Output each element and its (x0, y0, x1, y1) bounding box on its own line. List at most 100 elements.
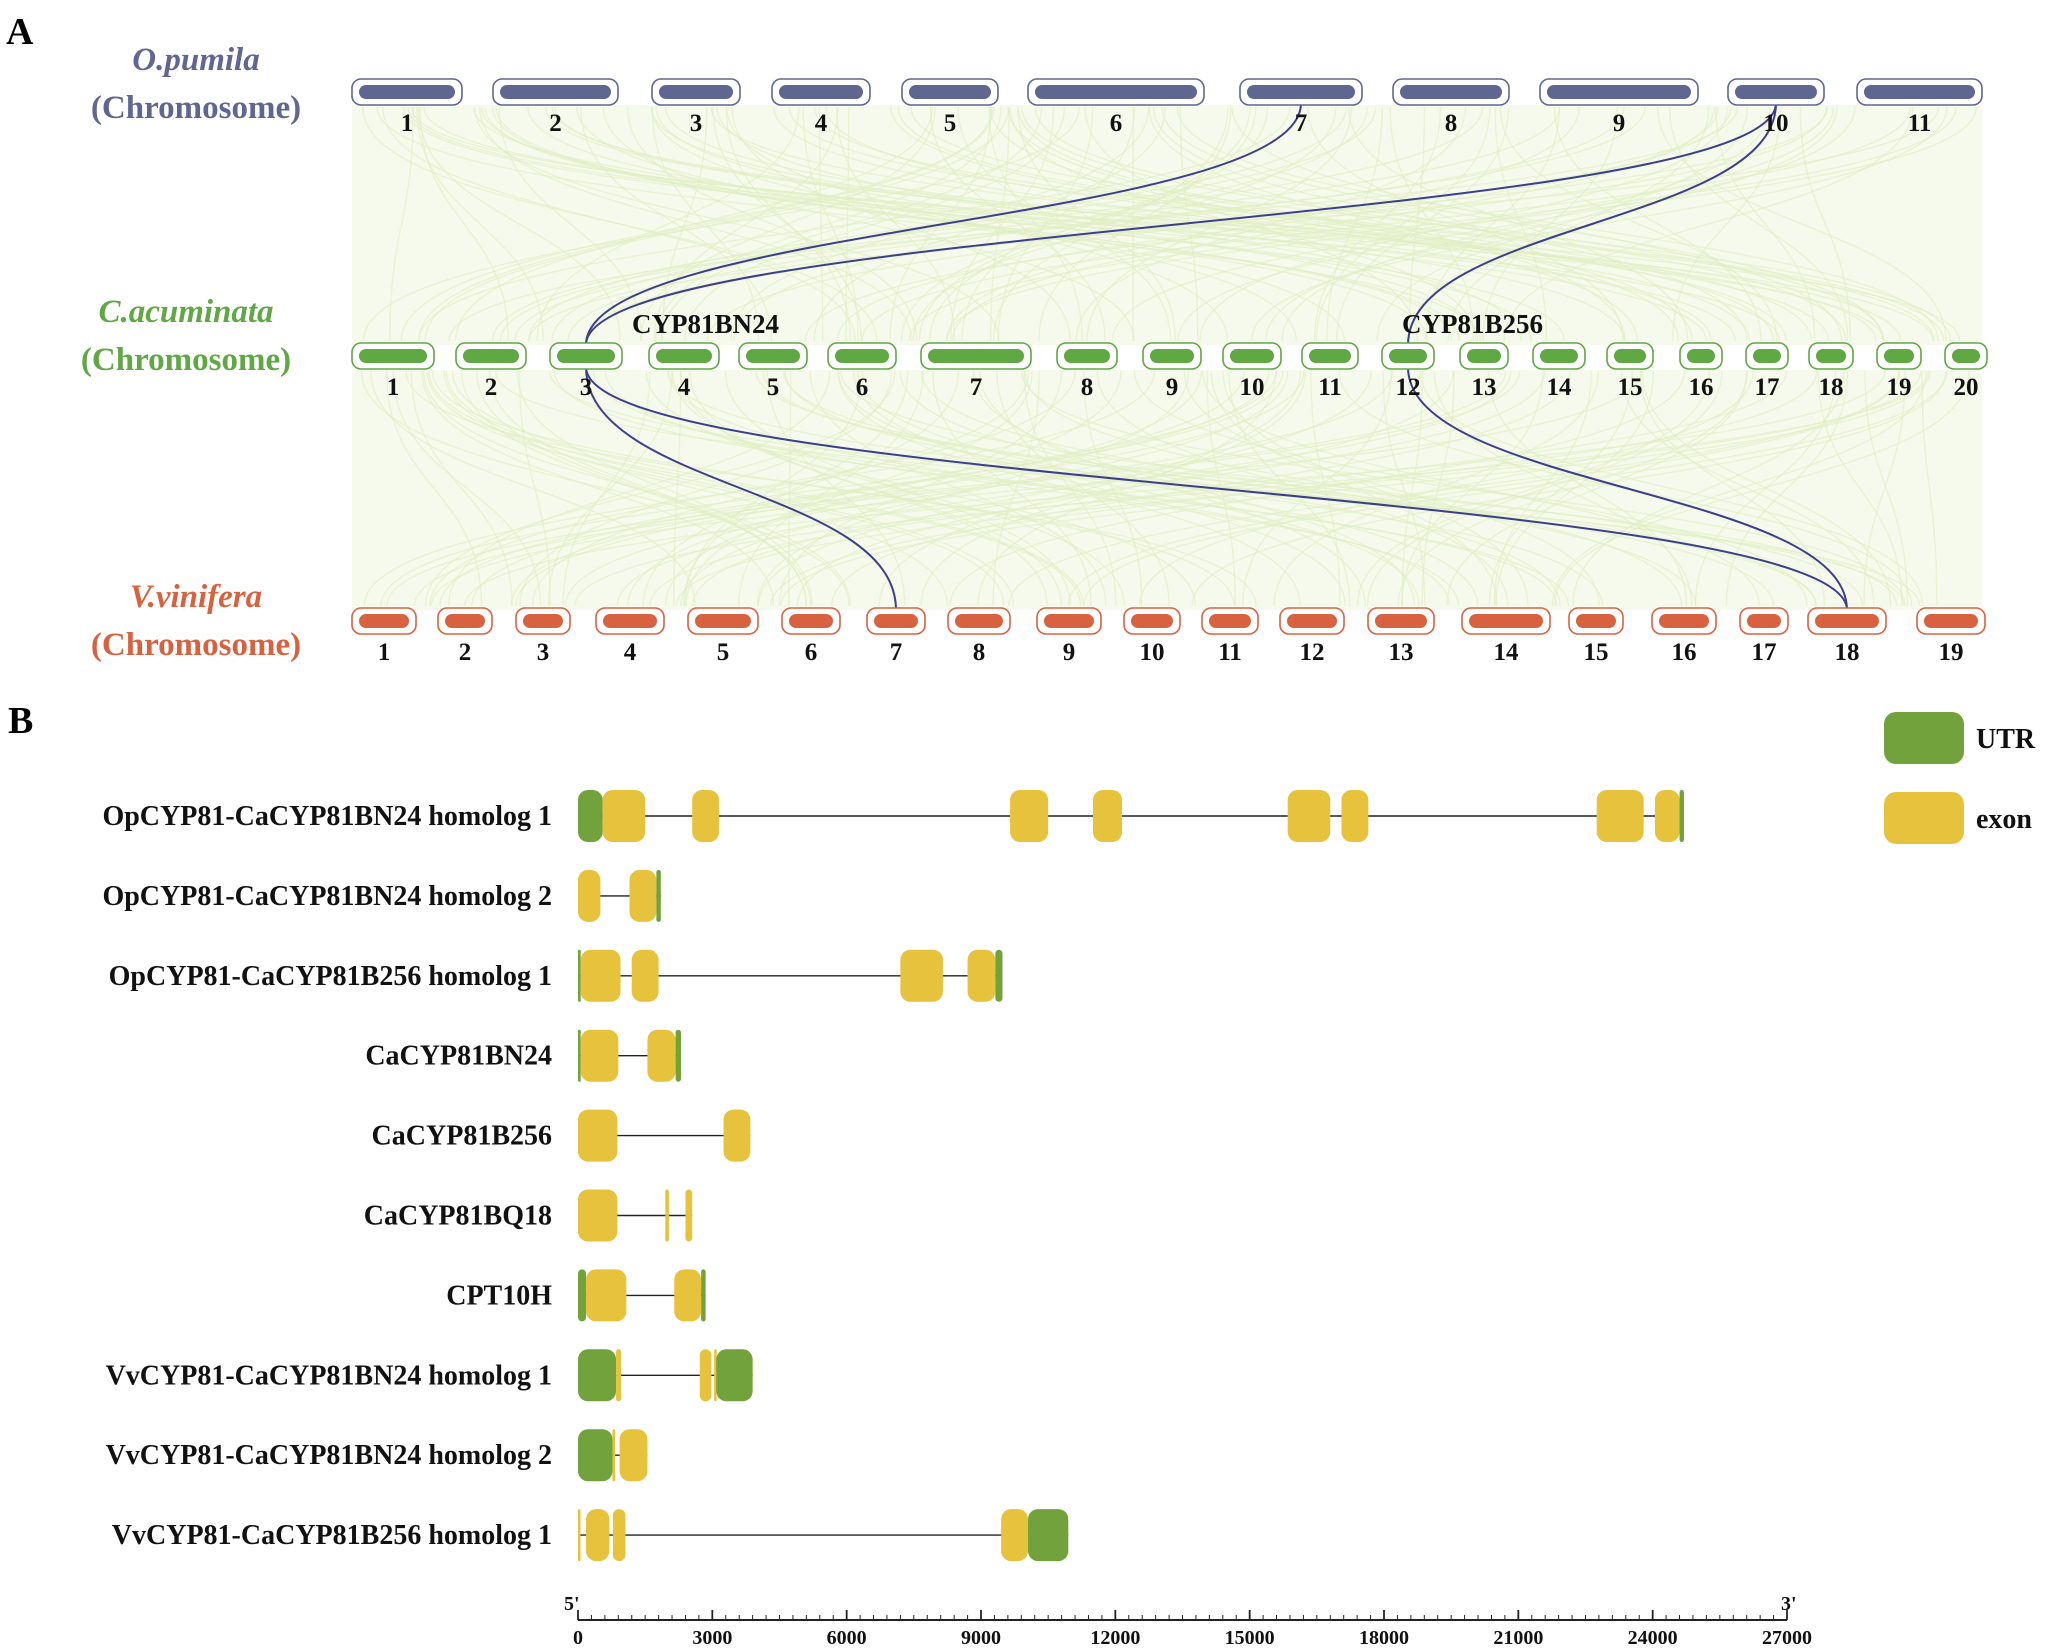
background-link (518, 370, 551, 607)
background-link (1639, 370, 1826, 607)
background-link (716, 106, 1522, 342)
background-link (1242, 370, 1393, 607)
background-link (417, 106, 621, 342)
chromosome-number: 1 (401, 110, 414, 137)
chromosome-body (359, 614, 409, 628)
background-link (515, 370, 1305, 607)
utr-block (675, 1029, 681, 1082)
background-link (1021, 370, 1906, 607)
chromosome-vv-5: 5 (687, 607, 759, 666)
chromosome-number: 4 (678, 374, 691, 401)
exon-block (692, 790, 720, 842)
chromosome-op-4: 4 (771, 78, 871, 137)
background-link (1273, 370, 1600, 607)
gene-name: OpCYP81-CaCYP81BN24 homolog 2 (102, 881, 552, 912)
axis-end-label: 3' (1781, 1593, 1797, 1615)
utr-block (1679, 790, 1685, 842)
chromosome-body (1400, 85, 1502, 99)
exon-block (1001, 1509, 1029, 1562)
background-link (650, 106, 1626, 342)
utr-block (578, 949, 581, 1002)
chromosome-ca-7: 7 (920, 342, 1032, 401)
background-link (418, 106, 1291, 342)
background-link (878, 370, 1302, 607)
background-link (897, 106, 1813, 342)
chromosome-vv-16: 16 (1651, 607, 1717, 666)
exon-block (900, 949, 943, 1002)
background-link (1376, 106, 1749, 342)
background-link (1083, 370, 1947, 607)
chromosome-vv-2: 2 (437, 607, 493, 666)
background-link (544, 106, 1902, 342)
background-link (1401, 370, 1424, 607)
gene-name: VvCYP81-CaCYP81BN24 homolog 1 (106, 1360, 552, 1391)
chromosome-body (1035, 85, 1197, 99)
chromosome-body (928, 349, 1024, 363)
chromosome-ca-17: 17 (1745, 342, 1789, 401)
background-link (899, 370, 1561, 607)
gene-name: CaCYP81BN24 (365, 1041, 552, 1072)
chromosome-body (1467, 349, 1501, 363)
axis-tick-label: 9000 (961, 1627, 1001, 1649)
chromosome-ca-20: 20 (1944, 342, 1988, 401)
background-link (424, 106, 1010, 342)
exon-block (665, 1189, 669, 1242)
gene-row: CaCYP81BN24 (365, 1029, 681, 1082)
exon-block (580, 949, 621, 1002)
background-link (912, 106, 1337, 342)
chromosome-body (1952, 349, 1980, 363)
chromosome-body (1735, 85, 1817, 99)
utr-block (1028, 1509, 1069, 1562)
gene-name: VvCYP81-CaCYP81B256 homolog 1 (112, 1520, 552, 1551)
background-link (403, 106, 1708, 342)
background-link (602, 106, 1135, 342)
chromosome-tracks: 1 2 3 4 5 6 7 8 9 10 111 2 3 4 5 6 7 8 9 10 11 12 13 14 15 16 17 18… (351, 78, 1988, 666)
chromosome-body (1540, 349, 1578, 363)
chromosome-number: 10 (1140, 639, 1165, 666)
background-link (405, 370, 1257, 607)
chromosome-body (500, 85, 611, 99)
axis-start-label: 5' (564, 1593, 580, 1615)
axis-tick-label: 21000 (1493, 1627, 1543, 1649)
background-link (689, 370, 1048, 607)
gene-collinear-links (585, 102, 1848, 611)
background-link (562, 370, 651, 607)
chromosome-vv-7: 7 (866, 607, 926, 666)
collinear-link (585, 366, 897, 611)
background-link (430, 370, 1643, 607)
chromosome-number: 9 (1166, 374, 1179, 401)
chromosome-body (1375, 614, 1427, 628)
exon-block (674, 1269, 702, 1322)
exon-block (1341, 790, 1369, 842)
chromosome-body (1687, 349, 1715, 363)
background-link (684, 370, 864, 607)
chromosome-ca-19: 19 (1876, 342, 1922, 401)
background-link (783, 370, 1775, 607)
chromosome-number: 4 (815, 110, 828, 137)
gene-name: VvCYP81-CaCYP81BN24 homolog 2 (106, 1440, 552, 1471)
chromosome-number: 20 (1954, 374, 1979, 401)
chromosome-body (955, 614, 1003, 628)
exon-block (631, 949, 659, 1002)
background-link (932, 370, 1092, 607)
background-link (1007, 106, 1680, 342)
gene-row: OpCYP81-CaCYP81BN24 homolog 1 (102, 790, 1685, 842)
chromosome-vv-4: 4 (595, 607, 665, 666)
background-link (426, 370, 1005, 607)
background-link (1356, 370, 1711, 607)
background-link (1281, 106, 1771, 342)
legend-label-exon: exon (1976, 804, 2032, 835)
chromosome-body (1547, 85, 1691, 99)
collinear-link (585, 102, 1777, 346)
exon-block (612, 1509, 626, 1562)
background-link (667, 370, 1817, 607)
chromosome-body (1064, 349, 1110, 363)
background-link (519, 370, 893, 607)
chromosome-body (1753, 349, 1781, 363)
chromosome-body (1815, 614, 1879, 628)
background-link (1161, 106, 1884, 342)
exon-block (723, 1109, 751, 1162)
chromosome-number: 18 (1819, 374, 1844, 401)
chromosome-number: 18 (1835, 639, 1860, 666)
chromosome-vv-15: 15 (1568, 607, 1624, 666)
